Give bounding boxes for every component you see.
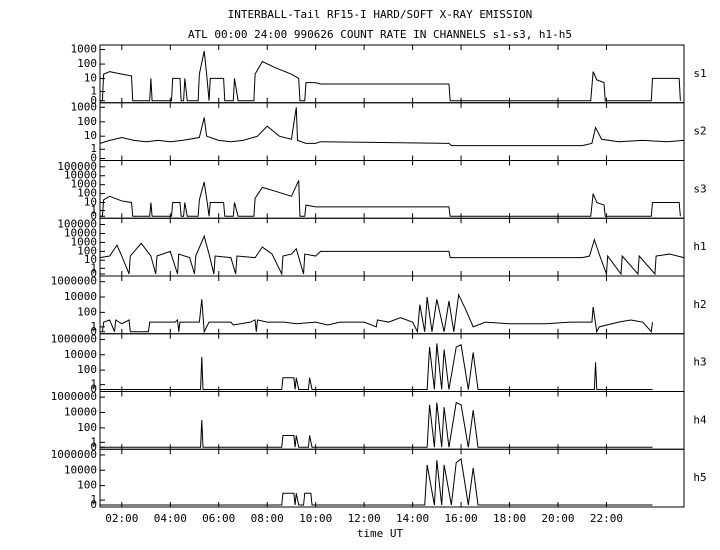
y-tick-label: 10000 (64, 169, 97, 182)
y-tick-label: 0 (90, 94, 97, 107)
y-tick-label: 0 (90, 267, 97, 280)
x-tick-label: 10:00 (299, 512, 332, 525)
y-tick-label: 1000000 (51, 390, 97, 403)
x-tick-label: 06:00 (202, 512, 235, 525)
y-tick-label: 1 (90, 378, 97, 391)
data-line (100, 401, 653, 448)
chart-title: INTERBALL-Tail RF15-I HARD/SOFT X-RAY EM… (228, 8, 533, 21)
y-tick-label: 0 (90, 152, 97, 165)
x-tick-label: 16:00 (444, 512, 477, 525)
x-tick-label: 02:00 (105, 512, 138, 525)
y-tick-label: 100000 (57, 160, 97, 173)
y-tick-label: 100 (77, 115, 97, 128)
y-tick-label: 1 (90, 84, 97, 97)
data-line (100, 343, 653, 390)
y-tick-label: 100 (77, 244, 97, 257)
y-tick-label: 10 (84, 129, 97, 142)
panel-frame (99, 102, 685, 161)
y-tick-label: 1000000 (51, 448, 97, 461)
channel-label: h3 (693, 356, 706, 369)
y-tick-label: 1000 (71, 178, 98, 191)
data-line (99, 234, 685, 276)
panel-frame (99, 44, 685, 104)
x-tick-label: 20:00 (541, 512, 574, 525)
y-tick-label: 1000000 (51, 275, 97, 288)
data-line (101, 292, 653, 334)
y-tick-label: 0 (90, 209, 97, 222)
panel-frame (99, 160, 685, 219)
data-line (100, 458, 653, 506)
channel-label: s2 (693, 125, 706, 138)
y-tick-label: 100 (77, 363, 97, 376)
x-tick-label: 08:00 (251, 512, 284, 525)
y-tick-label: 100000 (57, 218, 97, 231)
y-tick-label: 10000 (64, 348, 97, 361)
x-tick-label: 12:00 (348, 512, 381, 525)
channel-label: s1 (693, 67, 706, 80)
y-tick-label: 10 (84, 195, 97, 208)
y-tick-label: 1000000 (51, 332, 97, 345)
x-tick-label: 22:00 (590, 512, 623, 525)
y-tick-label: 0 (90, 383, 97, 396)
y-tick-label: 100 (77, 421, 97, 434)
y-tick-label: 10 (84, 71, 97, 84)
channel-label: s3 (693, 182, 706, 195)
x-tick-label: 14:00 (396, 512, 429, 525)
panel-frame (99, 391, 685, 450)
panel-frame (99, 448, 685, 508)
y-tick-label: 1000 (71, 43, 98, 56)
x-axis-label: time UT (357, 527, 404, 540)
y-tick-label: 1 (90, 435, 97, 448)
y-tick-label: 0 (90, 440, 97, 453)
y-tick-label: 10000 (64, 406, 97, 419)
y-tick-label: 100 (77, 187, 97, 200)
y-tick-label: 0 (90, 498, 97, 511)
channel-label: h1 (693, 240, 706, 253)
y-tick-label: 1 (90, 261, 97, 274)
channel-label: h4 (693, 413, 707, 426)
y-tick-label: 1 (90, 493, 97, 506)
chart-subtitle: ATL 00:00 24:00 990626 COUNT RATE IN CHA… (188, 28, 572, 41)
y-tick-label: 10 (84, 253, 97, 266)
y-tick-label: 1 (90, 204, 97, 217)
data-line (100, 50, 681, 102)
y-tick-label: 1 (90, 320, 97, 333)
channel-label: h5 (693, 471, 706, 484)
x-tick-label: 18:00 (493, 512, 526, 525)
y-tick-label: 1000 (71, 100, 98, 113)
y-tick-label: 1000 (71, 235, 98, 248)
y-tick-label: 0 (90, 325, 97, 338)
y-tick-label: 100 (77, 479, 97, 492)
y-tick-label: 1 (90, 142, 97, 155)
data-line (99, 107, 685, 147)
y-tick-label: 10000 (64, 463, 97, 476)
y-tick-label: 10000 (64, 226, 97, 239)
panel-frame (99, 275, 685, 335)
y-tick-label: 100 (77, 57, 97, 70)
y-tick-label: 100 (77, 305, 97, 318)
x-tick-label: 04:00 (154, 512, 187, 525)
y-tick-label: 10000 (64, 290, 97, 303)
channel-label: h2 (693, 298, 706, 311)
data-line (100, 180, 681, 217)
